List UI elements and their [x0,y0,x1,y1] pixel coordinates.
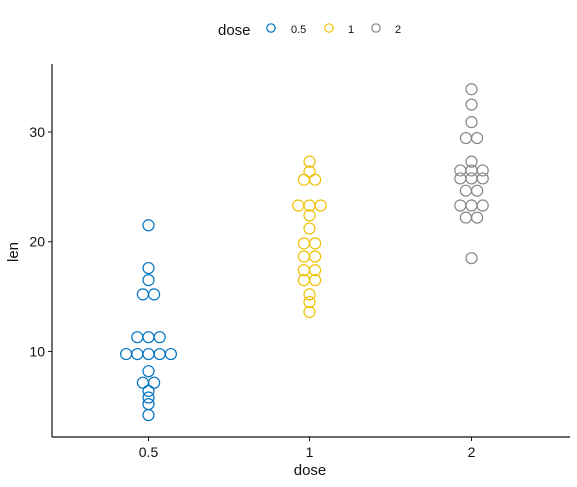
data-point-1 [309,173,322,186]
data-point-0-5 [164,347,177,361]
data-point-1 [297,250,310,263]
data-point-0-5 [142,384,155,398]
data-point-1 [303,305,316,319]
data-point-0-5 [131,331,144,344]
data-point-2 [454,164,467,177]
data-point-0-5 [131,347,144,361]
data-point-2 [471,211,484,224]
data-point-1 [309,274,322,287]
data-point-2 [465,98,478,111]
legend: dose 0.5 1 2 [218,22,401,39]
data-point-1 [309,237,322,250]
data-point-1 [297,237,310,250]
data-point-0-5 [142,347,155,361]
legend-marker [371,23,381,33]
data-point-0-5 [153,347,166,361]
data-point-2 [459,211,472,224]
legend-label: 0.5 [291,24,306,36]
data-point-1 [303,165,316,178]
data-point-0-5 [142,391,155,404]
data-point-2 [465,155,478,168]
legend-marker [324,23,334,33]
data-point-1 [303,209,316,222]
data-point-2 [476,164,489,177]
x-tick-label: 2 [468,444,476,460]
data-point-2 [465,252,478,265]
y-tick-label: 10 [29,343,45,359]
legend-title: dose [218,22,251,39]
data-point-0-5 [136,288,149,301]
data-point-2 [476,172,489,185]
data-point-1 [303,222,316,235]
data-point-2 [465,199,478,212]
data-point-2 [465,116,478,129]
data-point-1 [303,155,316,168]
data-point-0-5 [153,331,166,344]
data-point-2 [476,199,489,212]
points [119,83,489,422]
data-point-2 [471,131,484,145]
data-point-0-5 [142,365,155,378]
data-point-1 [303,288,316,301]
data-point-2 [465,83,478,96]
legend-label: 2 [395,24,401,36]
data-point-1 [314,199,327,212]
x-axis-title: dose [294,462,327,479]
data-point-1 [297,173,310,186]
y-tick-label: 20 [29,234,45,250]
data-point-1 [309,264,322,277]
data-point-0-5 [148,288,161,301]
data-point-0-5 [136,376,149,389]
data-point-0-5 [142,331,155,344]
x-tick-label: 0.5 [139,444,159,460]
data-point-0-5 [142,219,155,232]
data-point-0-5 [142,274,155,287]
data-point-2 [459,184,472,197]
x-tick-label: 1 [306,444,314,460]
data-point-1 [292,199,305,212]
y-tick-label: 30 [29,124,45,140]
data-point-0-5 [142,397,155,411]
data-point-2 [459,131,472,145]
data-point-2 [471,184,484,197]
data-point-0-5 [142,408,155,422]
data-point-0-5 [119,347,133,361]
data-point-0-5 [148,376,161,389]
data-point-2 [454,199,467,212]
data-point-0-5 [142,261,155,275]
y-axis-title: len [5,242,22,262]
legend-marker [266,23,276,33]
axes: 10 20 30 0.5 1 2 dose len [5,64,570,479]
data-point-1 [303,295,316,309]
data-point-1 [309,250,322,263]
legend-label: 1 [348,24,354,36]
